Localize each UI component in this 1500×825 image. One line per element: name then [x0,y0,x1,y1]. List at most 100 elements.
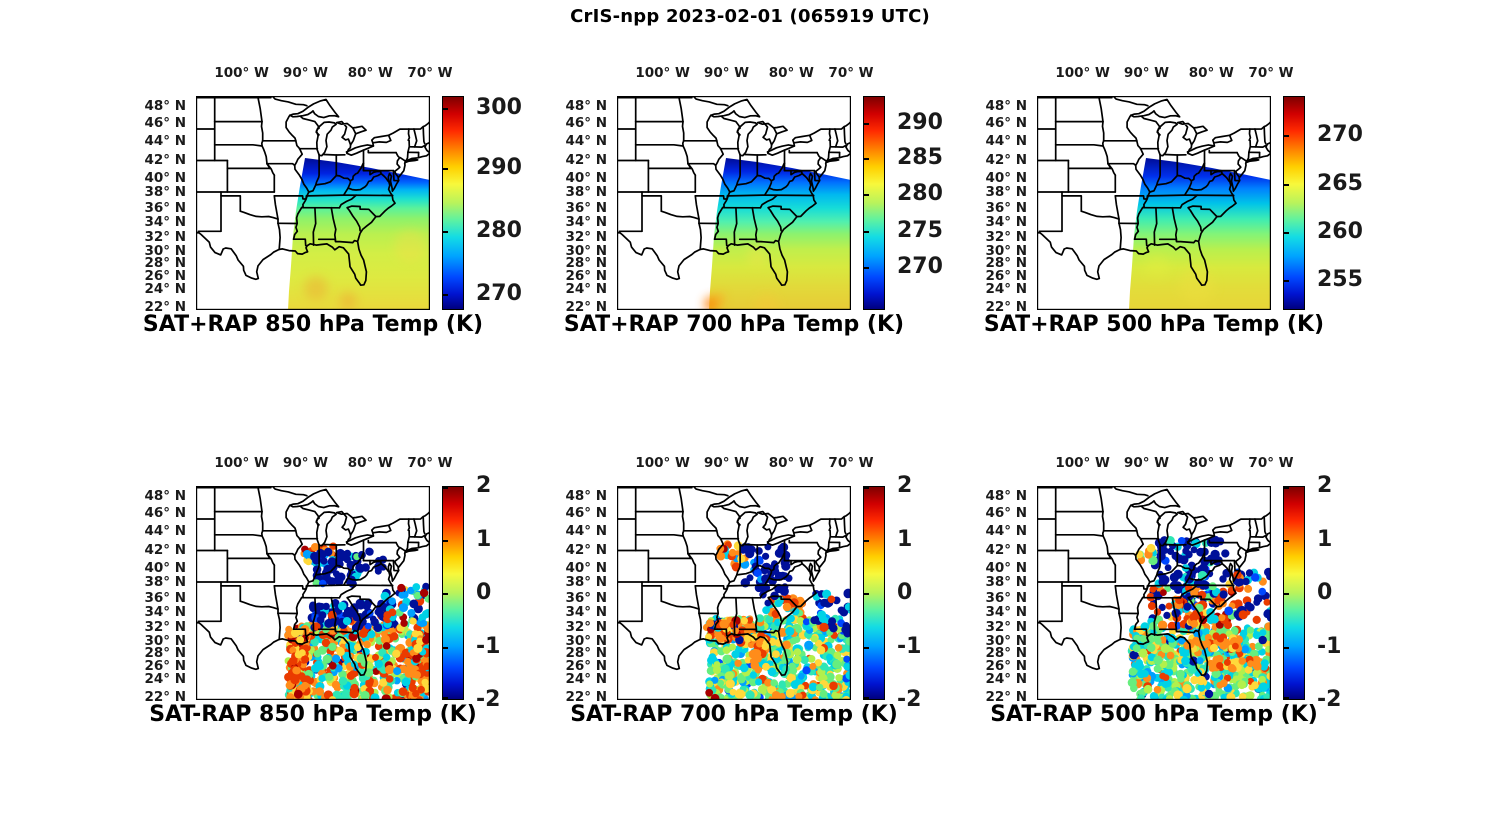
lat-tick-label: 42° N [985,542,1027,559]
lat-tick-label: 34° N [565,213,607,230]
colorbar-tickmark [1284,280,1289,283]
lat-tick-label: 42° N [985,152,1027,169]
lat-tick-label: 24° N [985,671,1027,688]
panel-sat-minus-rap-700-hpa: 100° W 90° W 80° W 70° W 48° N 46° N 44° N 42° … [565,455,921,727]
colorbar-tick-label: 270 [897,254,943,280]
lat-tick-label: 40° N [985,560,1027,577]
colorbar-tickmark [864,487,869,489]
lat-tick-label: 28° N [985,255,1027,272]
lat-tick-label: 46° N [985,505,1027,522]
colorbar-tickmark [1284,134,1289,137]
colorbar-tickmark [864,122,869,125]
lat-tick-label: 22° N [144,688,186,705]
colorbar-tick-label: 0 [1317,580,1333,605]
lat-tick-label: 32° N [985,619,1027,636]
lat-tick-label: 38° N [985,574,1027,591]
lat-tick-label: 22° N [565,298,607,315]
lat-tick-label: 38° N [985,184,1027,201]
colorbar-tickmark [864,539,869,542]
lat-tick-label: 46° N [565,505,607,522]
lat-tick-label: 42° N [144,542,186,559]
lat-tick-label: 34° N [985,213,1027,230]
lat-tick-label: 36° N [144,589,186,606]
colorbar-tickmark [443,230,448,233]
lat-tick-label: 26° N [565,657,607,674]
lat-tick-label: 32° N [985,229,1027,246]
panel-title-sat-minus-rap-500-hpa: SAT-RAP 500 hPa Temp (K) [990,702,1318,727]
lat-tick-label: 40° N [565,170,607,187]
lat-tick-label: 42° N [144,152,186,169]
lat-tick-label: 42° N [565,542,607,559]
state-borders [196,96,430,287]
lat-tick-label: 30° N [565,633,607,650]
panel-sat-plus-rap-850-hpa: 100° W 90° W 80° W 70° W 48° N 46° N 44° N 42° … [143,65,522,337]
colorbar-sat-minus-rap-700-hpa [863,486,885,700]
colorbar-tick-label: 265 [1317,170,1363,196]
panel-title-sat-plus-rap-500-hpa: SAT+RAP 500 hPa Temp (K) [983,312,1325,337]
colorbar-tickmark [1284,697,1289,699]
lon-tick-label: 90° W [1123,455,1170,471]
colorbar-tickmark [864,593,869,595]
colorbar-tick-label: 260 [1317,218,1363,244]
colorbar-tick-label: 1 [897,526,913,552]
lat-tick-label: 40° N [565,560,607,577]
axes-frame [1037,486,1271,700]
lon-tick-label: 100° W [1055,65,1110,81]
lon-tick-label: 80° W [347,65,393,81]
lon-tick-label: 90° W [1123,65,1170,81]
lon-tick-label: 90° W [703,455,750,471]
lat-tick-label: 26° N [144,267,186,284]
state-borders [1037,486,1271,677]
colorbar-tick-label: 285 [897,145,943,171]
colorbar-tickmark [1284,646,1289,649]
colorbar-tickmark [864,697,869,699]
colorbar-tick-label: 290 [476,154,522,180]
lat-tick-label: 34° N [144,213,186,230]
lat-tick-label: 48° N [985,97,1027,114]
lat-tick-label: 36° N [985,199,1027,216]
longitude-axis: 100° W 90° W 80° W 70° W [1037,455,1293,475]
colorbar-tick-label: 255 [1317,267,1363,293]
colorbar-tickmark [1284,593,1289,595]
lat-tick-label: 38° N [144,184,186,201]
state-borders [617,96,851,287]
colorbar-tick-label: 280 [897,181,943,207]
lat-tick-label: 44° N [985,523,1027,540]
lon-tick-label: 90° W [282,455,329,471]
panel-sat-plus-rap-700-hpa: 100° W 90° W 80° W 70° W 48° N 46° N 44° N 42° … [564,65,943,337]
lat-tick-label: 28° N [565,645,607,662]
colorbar-tickmark [864,230,869,233]
lon-tick-label: 80° W [768,65,814,81]
colorbar-tickmark [1284,183,1289,186]
colorbar-sat-plus-rap-850-hpa [442,96,464,310]
lon-tick-label: 80° W [768,455,814,471]
lat-tick-label: 26° N [565,267,607,284]
lon-tick-label: 80° W [1188,455,1234,471]
axes-frame [196,96,430,310]
colorbar-tickmark [443,107,448,110]
map-canvas-sat-plus-rap-500-hpa [1037,96,1271,310]
lat-tick-label: 24° N [985,281,1027,298]
colorbar-tick-label: 2 [897,473,913,498]
lat-tick-label: 48° N [565,97,607,114]
lat-tick-label: 28° N [144,645,186,662]
lat-tick-label: 40° N [985,170,1027,187]
lat-tick-label: 32° N [565,619,607,636]
colorbar-tick-label: -2 [476,687,501,712]
lat-tick-label: 44° N [565,523,607,540]
lon-tick-label: 70° W [1248,65,1294,81]
lat-tick-label: 46° N [144,115,186,132]
longitude-axis: 100° W 90° W 80° W 70° W [1037,65,1293,85]
lat-tick-label: 30° N [985,243,1027,260]
lat-tick-label: 26° N [144,657,186,674]
colorbar-tick-label: 2 [476,473,492,498]
lon-tick-label: 100° W [214,65,269,81]
colorbar-tick-label: 2 [1317,473,1333,498]
colorbar-tick-label: -1 [476,633,501,659]
lon-tick-label: 90° W [703,65,750,81]
lat-tick-label: 24° N [565,281,607,298]
lat-tick-label: 48° N [565,487,607,504]
lon-tick-label: 70° W [1248,455,1294,471]
longitude-axis: 100° W 90° W 80° W 70° W [196,455,452,475]
